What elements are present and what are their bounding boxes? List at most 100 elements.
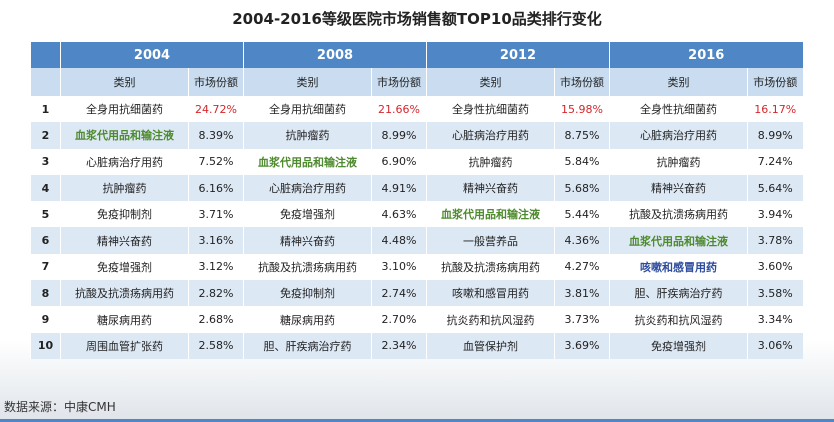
share-column-header: 市场份额 bbox=[371, 68, 427, 96]
share-cell: 3.12% bbox=[188, 253, 244, 281]
year-header: 2016 bbox=[609, 42, 803, 68]
category-cell: 精神兴奋药 bbox=[60, 227, 189, 254]
table-row: 10 周围血管扩张药 2.58% 胆、肝疾病治疗药 2.34% 血管保护剂 3.69% 免疫增… bbox=[30, 332, 803, 359]
category-cell: 抗肿瘤药 bbox=[609, 148, 748, 175]
rank-cell: 1 bbox=[30, 96, 61, 123]
category-cell: 免疫抑制剂 bbox=[60, 201, 189, 228]
share-cell: 8.75% bbox=[554, 122, 610, 149]
category-cell: 免疫增强剂 bbox=[60, 253, 189, 281]
share-cell: 5.64% bbox=[747, 174, 803, 202]
category-cell: 全身用抗细菌药 bbox=[60, 96, 189, 123]
table-row: 8 抗酸及抗溃疡病用药 2.82% 免疫抑制剂 2.74% 咳嗽和感冒用药 3.81% 胆、肝… bbox=[30, 280, 803, 307]
share-cell: 2.74% bbox=[371, 280, 427, 307]
share-cell: 2.68% bbox=[188, 306, 244, 333]
share-cell: 3.58% bbox=[747, 280, 803, 307]
category-cell: 免疫增强剂 bbox=[609, 332, 748, 359]
share-cell: 5.68% bbox=[554, 174, 610, 202]
category-cell: 全身性抗细菌药 bbox=[426, 96, 555, 123]
category-cell: 抗酸及抗溃疡病用药 bbox=[60, 280, 189, 307]
category-cell: 全身性抗细菌药 bbox=[609, 96, 748, 123]
share-cell: 4.91% bbox=[371, 174, 427, 202]
share-cell: 7.52% bbox=[188, 148, 244, 175]
table-row: 1 全身用抗细菌药 24.72% 全身用抗细菌药 21.66% 全身性抗细菌药 15.98%… bbox=[30, 96, 803, 123]
table-row: 2 血浆代用品和输注液 8.39% 抗肿瘤药 8.99% 心脏病治疗用药 8.75% 心脏病治… bbox=[30, 122, 803, 149]
category-cell: 一般营养品 bbox=[426, 227, 555, 254]
share-cell: 3.06% bbox=[747, 332, 803, 359]
share-cell: 3.34% bbox=[747, 306, 803, 333]
category-column-header: 类别 bbox=[60, 68, 189, 96]
category-cell: 抗肿瘤药 bbox=[426, 148, 555, 175]
share-cell: 3.10% bbox=[371, 253, 427, 281]
year-header: 2004 bbox=[60, 42, 244, 68]
share-cell: 16.17% bbox=[747, 96, 803, 123]
category-cell: 全身用抗细菌药 bbox=[243, 96, 372, 123]
category-cell: 血浆代用品和输注液 bbox=[609, 227, 748, 254]
category-cell: 精神兴奋药 bbox=[243, 227, 372, 254]
share-cell: 4.36% bbox=[554, 227, 610, 254]
category-cell: 心脏病治疗用药 bbox=[243, 174, 372, 202]
share-cell: 15.98% bbox=[554, 96, 610, 123]
share-cell: 2.34% bbox=[371, 332, 427, 359]
rank-cell: 4 bbox=[30, 174, 61, 202]
share-cell: 24.72% bbox=[188, 96, 244, 123]
page-title: 2004-2016等级医院市场销售额TOP10品类排行变化 bbox=[232, 10, 602, 28]
category-cell: 周围血管扩张药 bbox=[60, 332, 189, 359]
share-cell: 4.48% bbox=[371, 227, 427, 254]
share-cell: 3.81% bbox=[554, 280, 610, 307]
share-cell: 3.73% bbox=[554, 306, 610, 333]
share-cell: 21.66% bbox=[371, 96, 427, 123]
category-cell: 抗酸及抗溃疡病用药 bbox=[609, 201, 748, 228]
share-cell: 3.16% bbox=[188, 227, 244, 254]
share-cell: 3.78% bbox=[747, 227, 803, 254]
column-header-row: 类别 市场份额 类别 市场份额 类别 市场份额 类别 市场份额 bbox=[30, 68, 803, 96]
rank-cell: 6 bbox=[30, 227, 61, 254]
share-cell: 7.24% bbox=[747, 148, 803, 175]
category-cell: 免疫抑制剂 bbox=[243, 280, 372, 307]
category-cell: 糖尿病用药 bbox=[60, 306, 189, 333]
table-row: 7 免疫增强剂 3.12% 抗酸及抗溃疡病用药 3.10% 抗酸及抗溃疡病用药 4.27% 咳… bbox=[30, 253, 803, 281]
category-cell: 咳嗽和感冒用药 bbox=[609, 253, 748, 281]
category-column-header: 类别 bbox=[426, 68, 555, 96]
table-row: 6 精神兴奋药 3.16% 精神兴奋药 4.48% 一般营养品 4.36% 血浆代用品和输注液… bbox=[30, 227, 803, 254]
share-cell: 6.16% bbox=[188, 174, 244, 202]
share-cell: 8.99% bbox=[747, 122, 803, 149]
rank-cell: 3 bbox=[30, 148, 61, 175]
category-cell: 心脏病治疗用药 bbox=[609, 122, 748, 149]
table-row: 5 免疫抑制剂 3.71% 免疫增强剂 4.63% 血浆代用品和输注液 5.44% 抗酸及抗溃… bbox=[30, 201, 803, 228]
share-cell: 4.63% bbox=[371, 201, 427, 228]
category-cell: 抗肿瘤药 bbox=[60, 174, 189, 202]
category-cell: 精神兴奋药 bbox=[609, 174, 748, 202]
share-cell: 3.94% bbox=[747, 201, 803, 228]
year-header: 2008 bbox=[243, 42, 427, 68]
share-column-header: 市场份额 bbox=[747, 68, 803, 96]
share-cell: 2.58% bbox=[188, 332, 244, 359]
ranking-table-container: 2004 2008 2012 2016 类别 市场份额 类别 市场份额 类别 市… bbox=[30, 42, 803, 359]
rank-cell: 10 bbox=[30, 332, 61, 359]
year-header: 2012 bbox=[426, 42, 610, 68]
rank-cell: 7 bbox=[30, 253, 61, 281]
share-cell: 5.84% bbox=[554, 148, 610, 175]
share-column-header: 市场份额 bbox=[554, 68, 610, 96]
category-cell: 血浆代用品和输注液 bbox=[243, 148, 372, 175]
category-cell: 心脏病治疗用药 bbox=[60, 148, 189, 175]
rank-cell: 2 bbox=[30, 122, 61, 149]
table-row: 4 抗肿瘤药 6.16% 心脏病治疗用药 4.91% 精神兴奋药 5.68% 精神兴奋药 5.6… bbox=[30, 174, 803, 202]
category-cell: 抗炎药和抗风湿药 bbox=[426, 306, 555, 333]
category-cell: 抗肿瘤药 bbox=[243, 122, 372, 149]
table-row: 9 糖尿病用药 2.68% 糖尿病用药 2.70% 抗炎药和抗风湿药 3.73% 抗炎药和抗风… bbox=[30, 306, 803, 333]
rank-cell: 9 bbox=[30, 306, 61, 333]
category-cell: 免疫增强剂 bbox=[243, 201, 372, 228]
bottom-accent-bar bbox=[0, 419, 834, 422]
category-cell: 胆、肝疾病治疗药 bbox=[609, 280, 748, 307]
share-cell: 8.39% bbox=[188, 122, 244, 149]
share-cell: 3.71% bbox=[188, 201, 244, 228]
year-header-row: 2004 2008 2012 2016 bbox=[30, 42, 803, 68]
category-column-header: 类别 bbox=[609, 68, 748, 96]
category-cell: 血浆代用品和输注液 bbox=[60, 122, 189, 149]
ranking-table: 2004 2008 2012 2016 类别 市场份额 类别 市场份额 类别 市… bbox=[30, 42, 803, 359]
category-cell: 抗酸及抗溃疡病用药 bbox=[426, 253, 555, 281]
category-cell: 精神兴奋药 bbox=[426, 174, 555, 202]
rank-column-header bbox=[30, 68, 61, 96]
share-cell: 2.82% bbox=[188, 280, 244, 307]
share-cell: 3.69% bbox=[554, 332, 610, 359]
